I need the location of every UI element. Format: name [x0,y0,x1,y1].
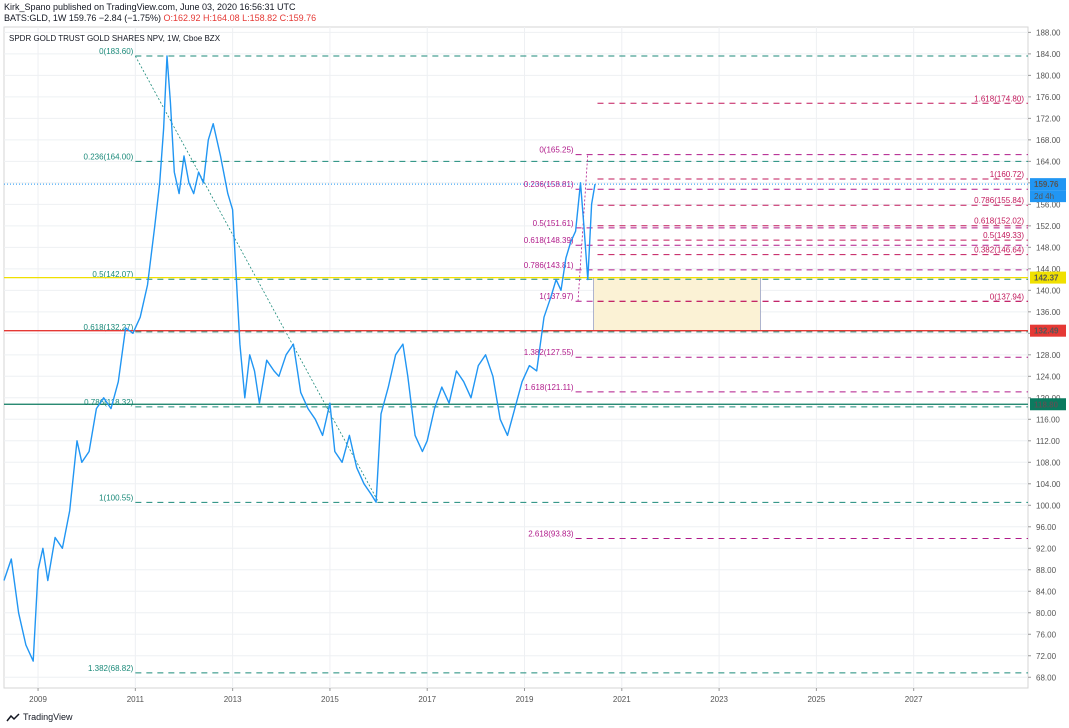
price-badge[interactable] [1030,271,1066,284]
fib-retracement-level-label: 0.618(148.39) [524,236,574,245]
plot-area[interactable] [3,26,1029,689]
symbol-label: BATS:GLD, 1W [4,13,67,23]
high-value: 164.08 [212,13,240,23]
price-badge-label: 142.37 [1034,274,1059,283]
price-badge-label: 118.80 [1034,400,1059,409]
fib-extension-level-label: 1(160.72) [990,170,1025,179]
price-badge[interactable] [1030,398,1066,411]
fib-left-level-label: 0(183.60) [99,47,134,56]
x-tick-label: 2023 [710,695,728,704]
fib-left-level-label: 0.618(132.27) [84,323,134,332]
y-tick-label: 184.00 [1036,50,1061,59]
fib-retracement-level-label: 1.382(127.55) [524,348,574,357]
y-tick-label: 76.00 [1036,630,1057,639]
x-tick-label: 2019 [516,695,534,704]
y-tick-label: 92.00 [1036,544,1057,553]
price-badge[interactable] [1030,324,1066,337]
x-tick-label: 2011 [127,695,145,704]
y-tick-label: 68.00 [1036,673,1057,682]
fib-extension-level-label: 1.618(174.80) [974,94,1024,103]
fib-retracement-level-label: 1(137.97) [539,292,574,301]
y-tick-label: 128.00 [1036,351,1061,360]
fib-left-level-label: 0.236(164.00) [84,152,134,161]
fib-retracement-level-label: 0.236(158.81) [524,180,574,189]
fib-extension-level-label: 0.786(155.84) [974,196,1024,205]
y-tick-label: 180.00 [1036,71,1061,80]
open-value: 162.92 [173,13,201,23]
y-tick-label: 84.00 [1036,587,1057,596]
fib-left-level-label: 0.786(118.32) [84,398,134,407]
y-tick-label: 96.00 [1036,523,1057,532]
x-tick-label: 2013 [224,695,242,704]
x-tick-label: 2025 [807,695,825,704]
price-line[interactable] [3,55,596,662]
close-label: C: [279,13,289,23]
fib-retracement-level-label: 0.5(151.61) [533,219,574,228]
y-tick-label: 116.00 [1036,415,1060,424]
price-badge[interactable] [1030,178,1066,191]
symbol-quote-line: BATS:GLD, 1W 159.76 −2.84 (−1.75%) O:162… [4,13,316,24]
y-tick-label: 176.00 [1036,93,1061,102]
y-tick-label: 156.00 [1036,200,1061,209]
price-badge-label: 159.76 [1034,180,1059,189]
last-price: 159.76 [68,13,97,23]
fib-left-level-label: 0.5(142.07) [92,270,133,279]
tradingview-brand[interactable]: TradingView [6,712,73,723]
fib-left-level-label: 1.382(68.82) [88,664,134,673]
y-tick-label: 168.00 [1036,136,1061,145]
x-tick-label: 2015 [321,695,339,704]
fib-retracement-level-label: 2.618(93.83) [528,529,574,538]
open-label: O: [163,13,173,23]
x-tick-label: 2027 [905,695,923,704]
fib-extension-level-label: 0.618(152.02) [974,217,1024,226]
tradingview-logo-icon [6,713,20,722]
price-change: −2.84 (−1.75%) [98,13,161,23]
y-tick-label: 172.00 [1036,114,1061,123]
close-value: 159.76 [288,13,317,23]
y-tick-label: 124.00 [1036,372,1061,381]
chart-legend-title: SPDR GOLD TRUST GOLD SHARES NPV, 1W, Cbo… [9,34,221,43]
low-value: 158.82 [249,13,278,23]
x-tick-label: 2017 [418,695,436,704]
fib-extension-level-label: 0(137.94) [990,292,1025,301]
y-tick-label: 104.00 [1036,480,1061,489]
high-label: H: [203,13,213,23]
y-tick-label: 88.00 [1036,566,1057,575]
y-tick-label: 72.00 [1036,652,1057,661]
tradingview-label: TradingView [23,712,73,722]
y-tick-label: 164.00 [1036,157,1061,166]
x-tick-label: 2021 [613,695,631,704]
publish-header: Kirk_Spano published on TradingView.com,… [4,2,316,24]
fib-left-trend-line[interactable] [134,55,379,503]
y-tick-label: 136.00 [1036,308,1061,317]
y-tick-label: 80.00 [1036,609,1057,618]
y-tick-label: 140.00 [1036,286,1061,295]
y-tick-label: 100.00 [1036,501,1061,510]
low-label: L: [242,13,250,23]
fib-retracement-level-label: 0(165.25) [539,146,574,155]
y-tick-label: 188.00 [1036,28,1061,37]
y-tick-label: 148.00 [1036,243,1061,252]
y-tick-label: 152.00 [1036,222,1061,231]
fib-extension-level-label: 0.382(146.64) [974,246,1024,255]
fib-retracement-level-label: 1.618(121.11) [524,383,574,392]
countdown-badge[interactable] [1030,190,1066,203]
y-tick-label: 112.00 [1036,437,1060,446]
price-badge-label: 132.49 [1034,327,1059,336]
target-zone[interactable] [593,277,761,332]
publish-info: Kirk_Spano published on TradingView.com,… [4,2,296,12]
fib-left-level-label: 1(100.55) [99,493,134,502]
fib-retracement-trend-line[interactable] [577,154,589,302]
fib-extension-level-label: 0.5(149.33) [983,231,1024,240]
fib-retracement-level-label: 0.786(143.81) [524,261,574,270]
x-tick-label: 2009 [29,695,47,704]
y-tick-label: 108.00 [1036,458,1061,467]
countdown-badge-label: 2d 4h [1034,192,1054,201]
y-tick-label: 144.00 [1036,265,1061,274]
